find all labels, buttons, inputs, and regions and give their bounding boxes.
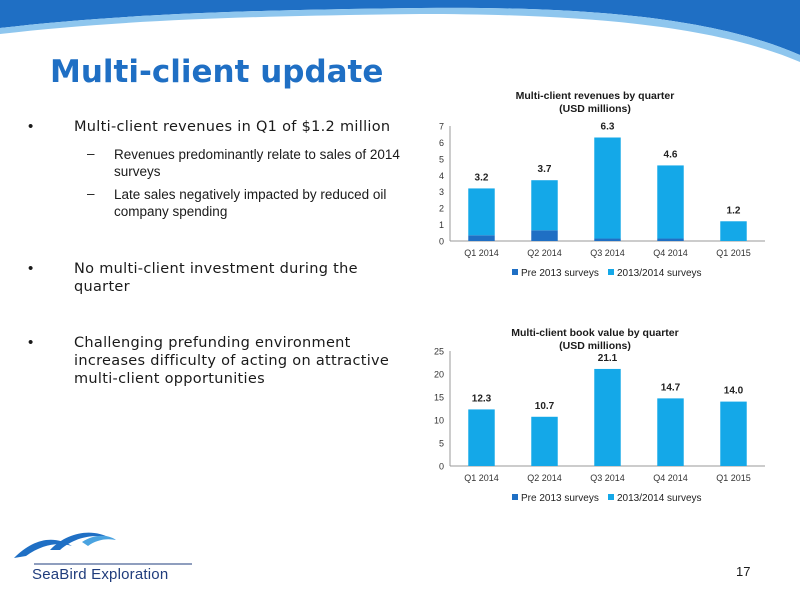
bar-2013-2014 (657, 165, 684, 239)
bullet-text: Challenging prefunding environment incre… (74, 335, 390, 387)
data-label: 14.7 (661, 382, 681, 393)
bullet-dot: • (28, 118, 34, 135)
x-tick-label: Q2 2014 (527, 473, 562, 483)
seabird-logo (14, 532, 192, 565)
data-label: 21.1 (598, 353, 618, 364)
x-tick-label: Q3 2014 (590, 473, 625, 483)
revenues-bar-chart: 0 1 2 3 4 5 6 7 3.2 Q1 2014 3.7 Q2 2014 6.3 Q3 2014 4.… (439, 122, 765, 279)
sub-bullet-dash: – (87, 186, 95, 201)
chart-title-line: Multi-client revenues by quarter (515, 90, 675, 102)
bar-pre-2013 (594, 238, 621, 241)
data-label: 10.7 (535, 401, 555, 412)
data-label: 6.3 (601, 122, 615, 133)
legend-label: 2013/2014 surveys (617, 493, 702, 504)
y-tick-label: 3 (439, 187, 444, 197)
data-label: 3.2 (475, 172, 489, 183)
bar-2013-2014 (531, 180, 558, 231)
chart-subtitle-line: (USD millions) (559, 340, 631, 352)
legend-swatch (512, 494, 518, 500)
y-tick-label: 25 (434, 347, 444, 357)
bar-2013-2014 (594, 368, 621, 466)
x-tick-label: Q4 2014 (653, 248, 688, 258)
page-title: Multi-client update (50, 54, 384, 90)
chart-title-book-value: Multi-client book value by quarter (USD … (470, 327, 720, 353)
x-tick-label: Q3 2014 (590, 248, 625, 258)
data-label: 14.0 (724, 386, 744, 397)
y-tick-label: 20 (434, 370, 444, 380)
page-number: 17 (736, 564, 751, 579)
chart-title-line: Multi-client book value by quarter (511, 327, 679, 339)
legend-label: Pre 2013 surveys (521, 493, 599, 504)
bar-2013-2014 (531, 416, 558, 466)
chart-title-revenues: Multi-client revenues by quarter (USD mi… (470, 90, 720, 116)
x-tick-label: Q1 2015 (716, 248, 751, 258)
bar-2013-2014 (594, 137, 621, 239)
bar-pre-2013 (657, 238, 684, 241)
legend-label: 2013/2014 surveys (617, 268, 702, 279)
bar-pre-2013 (531, 230, 558, 241)
sub-bullet-dash: – (87, 146, 95, 161)
legend-swatch (512, 269, 518, 275)
x-tick-label: Q1 2014 (464, 473, 499, 483)
data-label: 4.6 (664, 149, 678, 160)
bar-2013-2014 (720, 221, 747, 241)
x-tick-label: Q1 2015 (716, 473, 751, 483)
x-tick-label: Q2 2014 (527, 248, 562, 258)
brand-name: SeaBird Exploration (32, 566, 169, 583)
bullet-text: No multi-client investment during the qu… (74, 261, 358, 295)
bullet-dot: • (28, 334, 34, 351)
bar-pre-2013 (468, 235, 495, 241)
book-value-bar-chart: 0 5 10 15 20 25 12.3 Q1 2014 10.7 Q2 2014 21.1 Q3 2… (434, 347, 765, 504)
bar-2013-2014 (468, 188, 495, 236)
chart-subtitle-line: (USD millions) (559, 103, 631, 115)
data-label: 12.3 (472, 393, 492, 404)
y-tick-label: 1 (439, 220, 444, 230)
y-tick-label: 0 (439, 237, 444, 247)
bullet-dot: • (28, 260, 34, 277)
legend-swatch (608, 494, 614, 500)
y-tick-label: 4 (439, 171, 444, 181)
y-tick-label: 15 (434, 393, 444, 403)
x-tick-label: Q1 2014 (464, 248, 499, 258)
bar-2013-2014 (468, 409, 495, 466)
y-tick-label: 6 (439, 138, 444, 148)
bar-2013-2014 (657, 398, 684, 466)
sub-bullet-text: Revenues predominantly relate to sales o… (114, 147, 400, 179)
data-label: 1.2 (727, 205, 741, 216)
y-tick-label: 10 (434, 416, 444, 426)
y-tick-label: 5 (439, 154, 444, 164)
x-tick-label: Q4 2014 (653, 473, 688, 483)
y-tick-label: 0 (439, 462, 444, 472)
sub-bullet-text: Late sales negatively impacted by reduce… (114, 187, 387, 219)
bar-2013-2014 (720, 401, 747, 466)
y-tick-label: 7 (439, 122, 444, 132)
legend-label: Pre 2013 surveys (521, 268, 599, 279)
y-tick-label: 5 (439, 439, 444, 449)
y-tick-label: 2 (439, 204, 444, 214)
legend-swatch (608, 269, 614, 275)
bullet-text: Multi-client revenues in Q1 of $1.2 mill… (74, 119, 391, 135)
data-label: 3.7 (538, 164, 552, 175)
